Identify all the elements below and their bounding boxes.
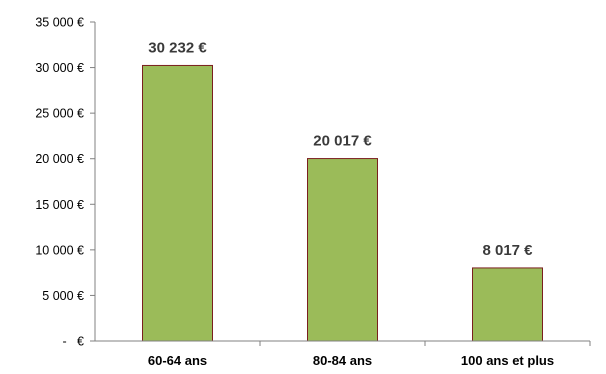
x-category-label: 80-84 ans [313, 353, 372, 368]
bar-value-label: 30 232 € [148, 39, 207, 56]
y-tick-label: 5 000 € [42, 289, 84, 303]
y-tick-label: - € [62, 335, 84, 349]
x-axis-labels: 60-64 ans 80-84 ans 100 ans et plus [148, 353, 554, 368]
y-tick-label: 30 000 € [35, 61, 84, 75]
bar [307, 158, 378, 342]
bar [142, 64, 213, 342]
y-tick-label: 35 000 € [35, 16, 84, 30]
bars [142, 64, 543, 342]
x-category-label: 60-64 ans [148, 353, 207, 368]
data-labels: 30 232 € 20 017 € 8 017 € [148, 39, 533, 258]
y-tick-label: 15 000 € [35, 198, 84, 212]
y-axis-ticks: - € 5 000 € 10 000 € 15 000 € 20 000 € 25 000… [35, 16, 591, 349]
bar [472, 267, 543, 342]
y-tick-label: 10 000 € [35, 243, 84, 257]
bar-value-label: 8 017 € [482, 242, 533, 259]
x-category-label: 100 ans et plus [461, 353, 554, 368]
y-tick-label: 20 000 € [35, 152, 84, 166]
y-tick-label: 25 000 € [35, 107, 84, 121]
bar-value-label: 20 017 € [313, 133, 372, 150]
